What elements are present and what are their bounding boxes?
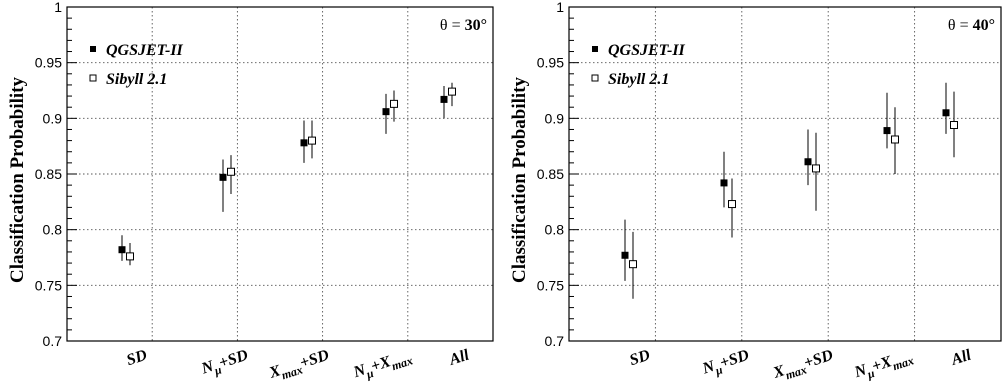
y-tick-label: 1 [556, 0, 564, 15]
y-tick-label: 0.8 [545, 222, 565, 238]
y-tick-label: 0.75 [35, 277, 62, 293]
category-label: All [948, 346, 973, 369]
y-tick-label: 0.85 [537, 166, 564, 182]
category-label: Xmax+SD [266, 347, 332, 386]
category-label: Nμ+SD [199, 347, 252, 382]
data-point [942, 109, 950, 117]
data-point [804, 158, 812, 166]
data-point [219, 173, 227, 181]
grid-lines [569, 7, 1001, 341]
data-point [883, 127, 891, 135]
data-point [950, 121, 958, 130]
y-axis-label: Classification Probability [7, 76, 28, 283]
category-label: Xmax+SD [770, 347, 836, 386]
y-tick-label: 0.7 [545, 333, 565, 349]
data-point [440, 95, 448, 103]
category-label: Nμ+Xmax [351, 347, 415, 386]
series-qgsjet [621, 82, 950, 281]
data-point [126, 252, 134, 261]
y-tick-label: 1 [54, 0, 62, 15]
data-point [728, 200, 736, 209]
data-point [300, 139, 308, 147]
theta-annotation: θ = 40° [948, 17, 995, 34]
category-label: All [446, 346, 471, 369]
legend-marker [591, 74, 599, 82]
series-sibyll [126, 82, 456, 266]
data-point [621, 251, 629, 259]
legend-label: QGSJET-II [608, 42, 686, 59]
y-axis: 0.7 0.75 0.8 0.85 0.9 0.95 1 [537, 0, 579, 349]
y-axis-label: Classification Probability [509, 76, 530, 283]
data-point [812, 164, 820, 173]
chart-panel-2: 0.7 0.75 0.8 0.85 0.9 0.95 1 Classification Pro… [509, 0, 1002, 386]
grid-lines [67, 7, 493, 341]
category-label: Nμ+Xmax [852, 347, 916, 386]
series-sibyll [629, 91, 958, 299]
legend-marker [90, 46, 96, 52]
chart-panel-1: 0.7 0.75 0.8 0.85 0.9 0.95 1 Classification Pro… [7, 0, 494, 386]
legend-label: Sibyll 2.1 [106, 71, 167, 88]
data-point [227, 167, 235, 176]
legend-marker [592, 46, 598, 52]
legend-label: QGSJET-II [106, 42, 184, 59]
y-tick-label: 0.95 [537, 55, 564, 71]
data-point [629, 260, 637, 269]
data-point [448, 87, 456, 96]
category-label: SD [628, 346, 653, 369]
data-point [382, 108, 390, 116]
y-tick-label: 0.75 [537, 277, 564, 293]
data-point [891, 135, 899, 144]
y-tick-label: 0.95 [35, 55, 62, 71]
legend: QGSJET-II Sibyll 2.1 [591, 42, 686, 88]
data-point [118, 246, 126, 254]
category-label: SD [125, 346, 150, 369]
y-tick-label: 0.7 [43, 333, 63, 349]
data-point [390, 99, 398, 108]
y-tick-label: 0.9 [43, 110, 63, 126]
legend-label: Sibyll 2.1 [608, 71, 669, 88]
y-tick-label: 0.85 [35, 166, 62, 182]
data-point [720, 179, 728, 187]
legend: QGSJET-II Sibyll 2.1 [89, 42, 184, 88]
data-point [308, 136, 316, 145]
y-axis: 0.7 0.75 0.8 0.85 0.9 0.95 1 [35, 0, 77, 349]
y-tick-label: 0.8 [43, 222, 63, 238]
y-tick-label: 0.9 [545, 110, 565, 126]
series-qgsjet [118, 86, 448, 261]
legend-marker [89, 74, 97, 82]
category-label: Nμ+SD [700, 347, 753, 382]
theta-annotation: θ = 30° [440, 17, 487, 34]
